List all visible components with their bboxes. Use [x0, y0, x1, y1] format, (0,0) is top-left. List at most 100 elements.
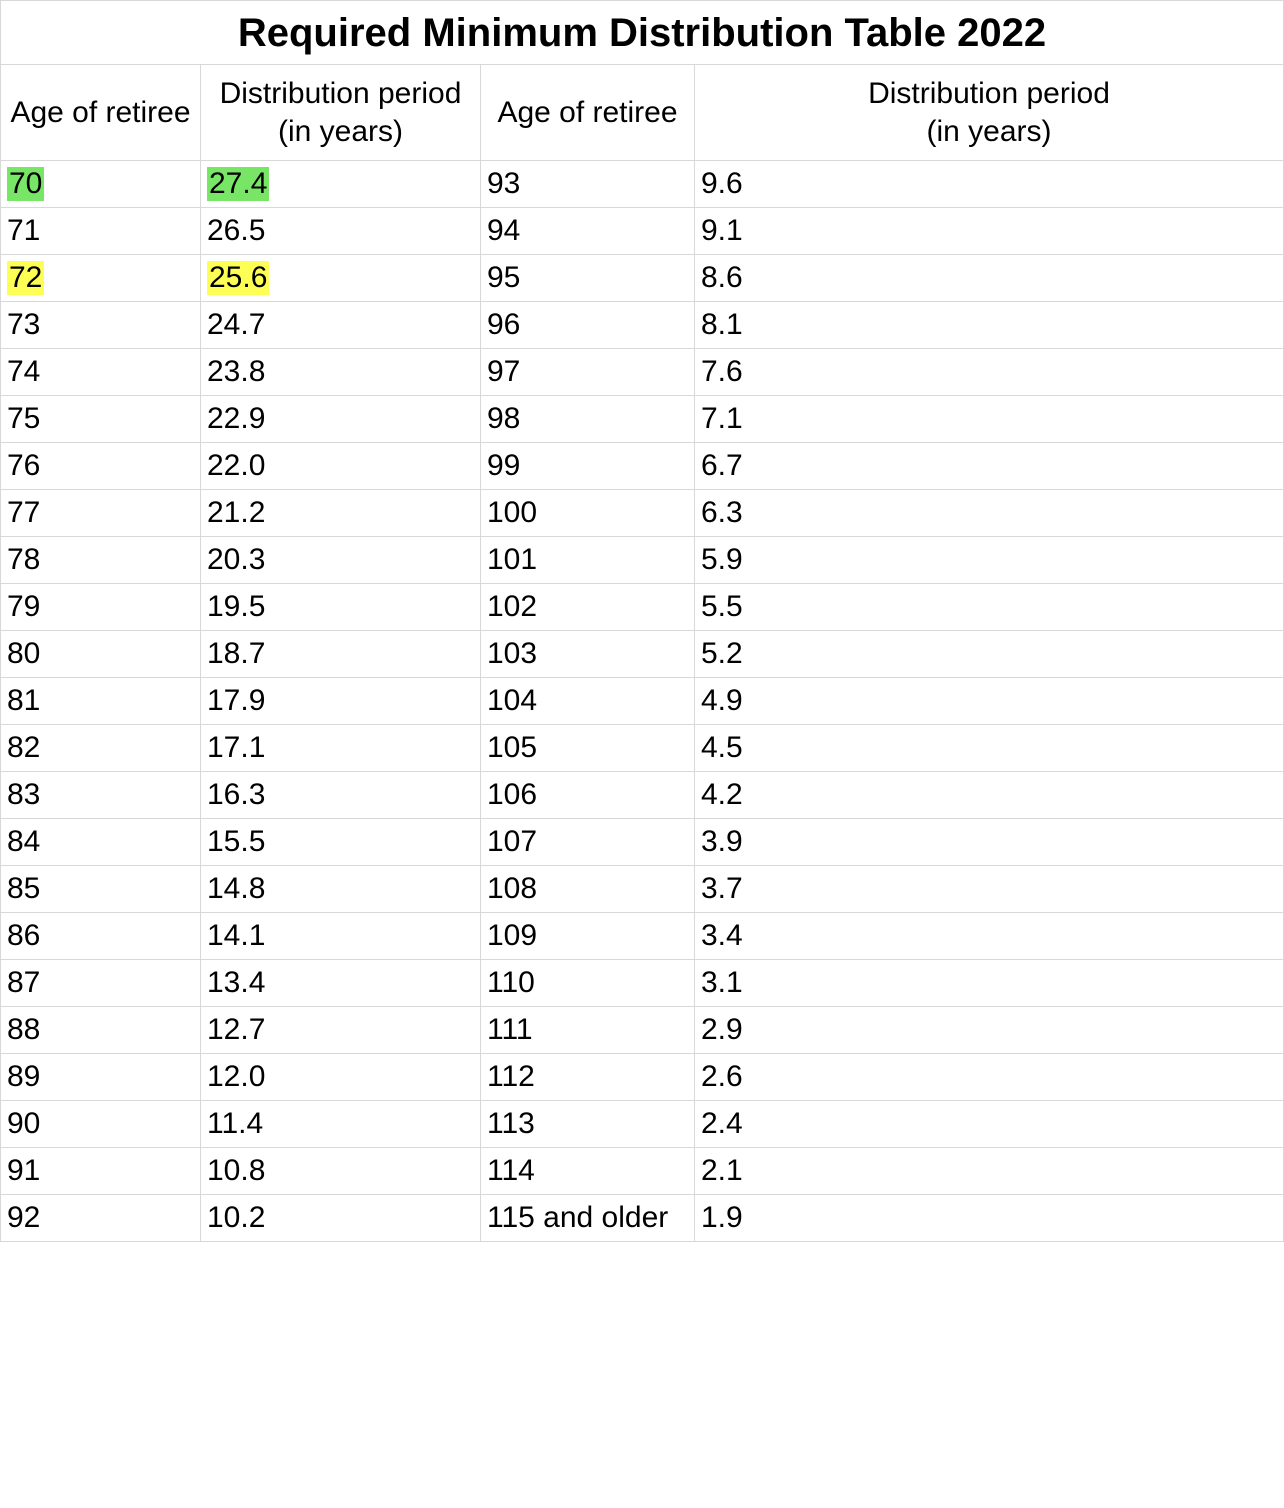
cell-age-left: 71: [1, 208, 201, 255]
cell-age-right: 105: [481, 725, 695, 772]
cell-dist-left: 19.5: [201, 584, 481, 631]
table-row: 7126.5949.1: [1, 208, 1284, 255]
cell-dist-right: 2.4: [695, 1101, 1284, 1148]
cell-age-right: 96: [481, 302, 695, 349]
cell-dist-right: 2.6: [695, 1054, 1284, 1101]
cell-dist-left: 10.2: [201, 1195, 481, 1242]
cell-age-right: 115 and older: [481, 1195, 695, 1242]
cell-dist-right: 7.6: [695, 349, 1284, 396]
cell-dist-left: 26.5: [201, 208, 481, 255]
cell-age-left: 92: [1, 1195, 201, 1242]
cell-age-left: 77: [1, 490, 201, 537]
cell-age-right: 107: [481, 819, 695, 866]
cell-dist-left: 16.3: [201, 772, 481, 819]
table-row: 8217.11054.5: [1, 725, 1284, 772]
cell-dist-left: 14.8: [201, 866, 481, 913]
cell-dist-right: 4.5: [695, 725, 1284, 772]
cell-dist-left: 17.1: [201, 725, 481, 772]
cell-age-left: 76: [1, 443, 201, 490]
table-row: 9210.2115 and older1.9: [1, 1195, 1284, 1242]
cell-age-right: 99: [481, 443, 695, 490]
cell-age-left: 75: [1, 396, 201, 443]
cell-age-right: 106: [481, 772, 695, 819]
cell-dist-right: 7.1: [695, 396, 1284, 443]
col-header-age-left: Age of retiree: [1, 65, 201, 161]
cell-age-right: 100: [481, 490, 695, 537]
col-header-age-right: Age of retiree: [481, 65, 695, 161]
cell-age-left: 70: [1, 161, 201, 208]
cell-age-right: 113: [481, 1101, 695, 1148]
cell-dist-right: 1.9: [695, 1195, 1284, 1242]
cell-dist-right: 2.1: [695, 1148, 1284, 1195]
cell-age-right: 104: [481, 678, 695, 725]
cell-dist-right: 3.9: [695, 819, 1284, 866]
table-row: 8117.91044.9: [1, 678, 1284, 725]
cell-dist-right: 5.5: [695, 584, 1284, 631]
table-row: 7721.21006.3: [1, 490, 1284, 537]
cell-dist-left: 12.0: [201, 1054, 481, 1101]
cell-age-right: 101: [481, 537, 695, 584]
cell-age-left: 87: [1, 960, 201, 1007]
table-title: Required Minimum Distribution Table 2022: [1, 1, 1284, 65]
cell-dist-left: 23.8: [201, 349, 481, 396]
cell-dist-left: 20.3: [201, 537, 481, 584]
cell-dist-right: 2.9: [695, 1007, 1284, 1054]
cell-dist-left: 15.5: [201, 819, 481, 866]
table-row: 7522.9987.1: [1, 396, 1284, 443]
table-row: 7622.0996.7: [1, 443, 1284, 490]
cell-dist-left: 21.2: [201, 490, 481, 537]
cell-dist-right: 4.9: [695, 678, 1284, 725]
cell-age-right: 97: [481, 349, 695, 396]
table-row: 8018.71035.2: [1, 631, 1284, 678]
table-row: 8912.01122.6: [1, 1054, 1284, 1101]
cell-age-left: 84: [1, 819, 201, 866]
table-row: 8812.71112.9: [1, 1007, 1284, 1054]
cell-dist-right: 3.7: [695, 866, 1284, 913]
cell-dist-right: 4.2: [695, 772, 1284, 819]
cell-age-right: 112: [481, 1054, 695, 1101]
cell-age-right: 95: [481, 255, 695, 302]
cell-age-right: 111: [481, 1007, 695, 1054]
cell-dist-right: 9.1: [695, 208, 1284, 255]
cell-dist-left: 10.8: [201, 1148, 481, 1195]
rmd-table: Required Minimum Distribution Table 2022…: [0, 0, 1284, 1242]
table-title-row: Required Minimum Distribution Table 2022: [1, 1, 1284, 65]
table-row: 8713.41103.1: [1, 960, 1284, 1007]
cell-age-left: 81: [1, 678, 201, 725]
cell-dist-left: 12.7: [201, 1007, 481, 1054]
cell-age-right: 102: [481, 584, 695, 631]
cell-dist-left: 22.0: [201, 443, 481, 490]
cell-age-right: 94: [481, 208, 695, 255]
cell-age-left: 83: [1, 772, 201, 819]
table-row: 7820.31015.9: [1, 537, 1284, 584]
cell-dist-left: 13.4: [201, 960, 481, 1007]
cell-dist-left: 24.7: [201, 302, 481, 349]
cell-dist-right: 6.3: [695, 490, 1284, 537]
cell-dist-right: 3.4: [695, 913, 1284, 960]
cell-age-left: 89: [1, 1054, 201, 1101]
cell-age-left: 79: [1, 584, 201, 631]
table-row: 8415.51073.9: [1, 819, 1284, 866]
cell-age-right: 98: [481, 396, 695, 443]
table-row: 8514.81083.7: [1, 866, 1284, 913]
cell-age-left: 72: [1, 255, 201, 302]
cell-age-left: 85: [1, 866, 201, 913]
cell-age-right: 110: [481, 960, 695, 1007]
table-row: 7919.51025.5: [1, 584, 1284, 631]
table-row: 7324.7968.1: [1, 302, 1284, 349]
table-row: 8614.11093.4: [1, 913, 1284, 960]
cell-age-right: 103: [481, 631, 695, 678]
cell-dist-left: 18.7: [201, 631, 481, 678]
cell-dist-right: 5.2: [695, 631, 1284, 678]
cell-dist-right: 3.1: [695, 960, 1284, 1007]
table-row: 9011.41132.4: [1, 1101, 1284, 1148]
cell-age-right: 93: [481, 161, 695, 208]
cell-dist-right: 8.1: [695, 302, 1284, 349]
cell-age-left: 88: [1, 1007, 201, 1054]
cell-age-right: 109: [481, 913, 695, 960]
cell-age-left: 90: [1, 1101, 201, 1148]
cell-dist-left: 14.1: [201, 913, 481, 960]
cell-age-left: 73: [1, 302, 201, 349]
col-header-dist-right: Distribution period(in years): [695, 65, 1284, 161]
cell-age-left: 80: [1, 631, 201, 678]
